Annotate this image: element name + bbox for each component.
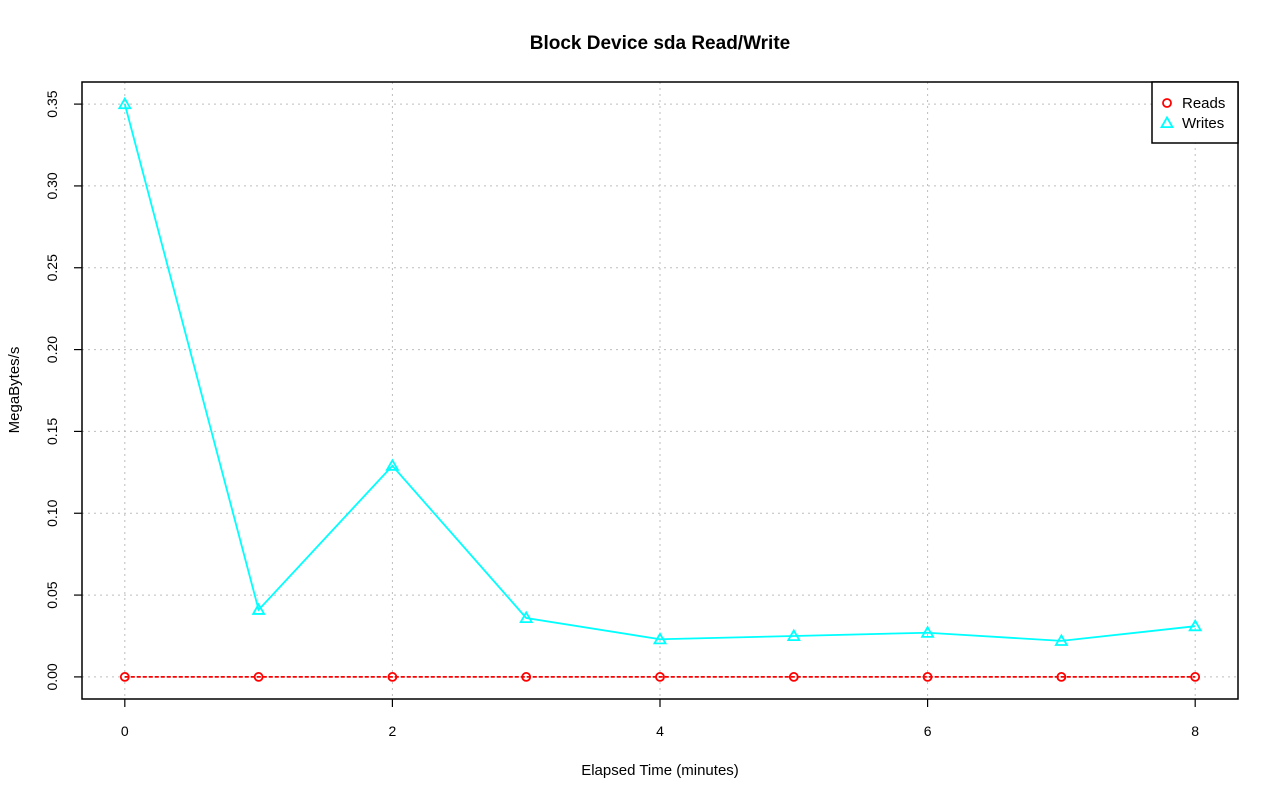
chart-title: Block Device sda Read/Write: [530, 33, 790, 54]
series-reads: [119, 672, 1201, 682]
x-tick-label: 0: [121, 723, 129, 739]
data-point-writes: [117, 96, 132, 110]
legend-items: Reads Writes: [1159, 95, 1225, 132]
data-point-writes: [1054, 633, 1069, 646]
plot-frame: [81, 81, 1239, 700]
data-point-reads: [521, 672, 532, 682]
data-point-writes: [519, 610, 534, 624]
grid-layer: [82, 82, 1238, 699]
data-point-writes: [1188, 618, 1203, 632]
data-point-writes: [920, 625, 935, 638]
legend-marker-writes: [1159, 115, 1175, 129]
y-axis-label: MegaBytes/s: [6, 347, 23, 434]
axis-layer: 0 2 4 6 8 0.00 0.05 0.10 0.15 0.20 0.25 0.30 0.35: [44, 90, 1199, 739]
series-line-writes: [123, 103, 1196, 642]
data-point-writes: [652, 631, 668, 645]
legend-box: [1151, 81, 1239, 144]
data-point-reads: [119, 672, 130, 682]
series-layer: [117, 96, 1203, 682]
y-tick-label: 0.10: [44, 499, 60, 526]
data-point-reads: [1190, 672, 1201, 682]
legend: Reads Writes: [1151, 81, 1239, 144]
y-tick-label: 0.30: [44, 172, 60, 199]
x-tick-label: 6: [924, 723, 932, 739]
data-point-reads: [253, 672, 264, 682]
y-tick-label: 0.05: [44, 581, 60, 608]
data-point-reads: [387, 672, 398, 682]
x-tick-label: 8: [1191, 723, 1199, 739]
y-tick-label: 0.15: [44, 418, 60, 445]
series-writes: [117, 96, 1203, 646]
data-point-writes: [786, 628, 801, 642]
data-point-writes: [251, 602, 266, 615]
data-point-reads: [788, 672, 799, 682]
legend-label-reads: Reads: [1182, 95, 1225, 112]
data-point-writes: [385, 458, 400, 471]
legend-marker-reads: [1162, 98, 1172, 108]
x-tick-label: 2: [389, 723, 397, 739]
data-point-reads: [922, 672, 933, 682]
data-point-reads: [1056, 672, 1067, 682]
y-tick-label: 0.25: [44, 254, 60, 281]
x-tick-label: 4: [656, 723, 664, 739]
x-axis-label: Elapsed Time (minutes): [581, 762, 739, 779]
y-tick-label: 0.35: [44, 90, 60, 117]
data-point-reads: [655, 672, 665, 682]
y-tick-label: 0.20: [44, 336, 60, 363]
legend-label-writes: Writes: [1182, 115, 1224, 132]
y-tick-label: 0.00: [44, 663, 60, 690]
